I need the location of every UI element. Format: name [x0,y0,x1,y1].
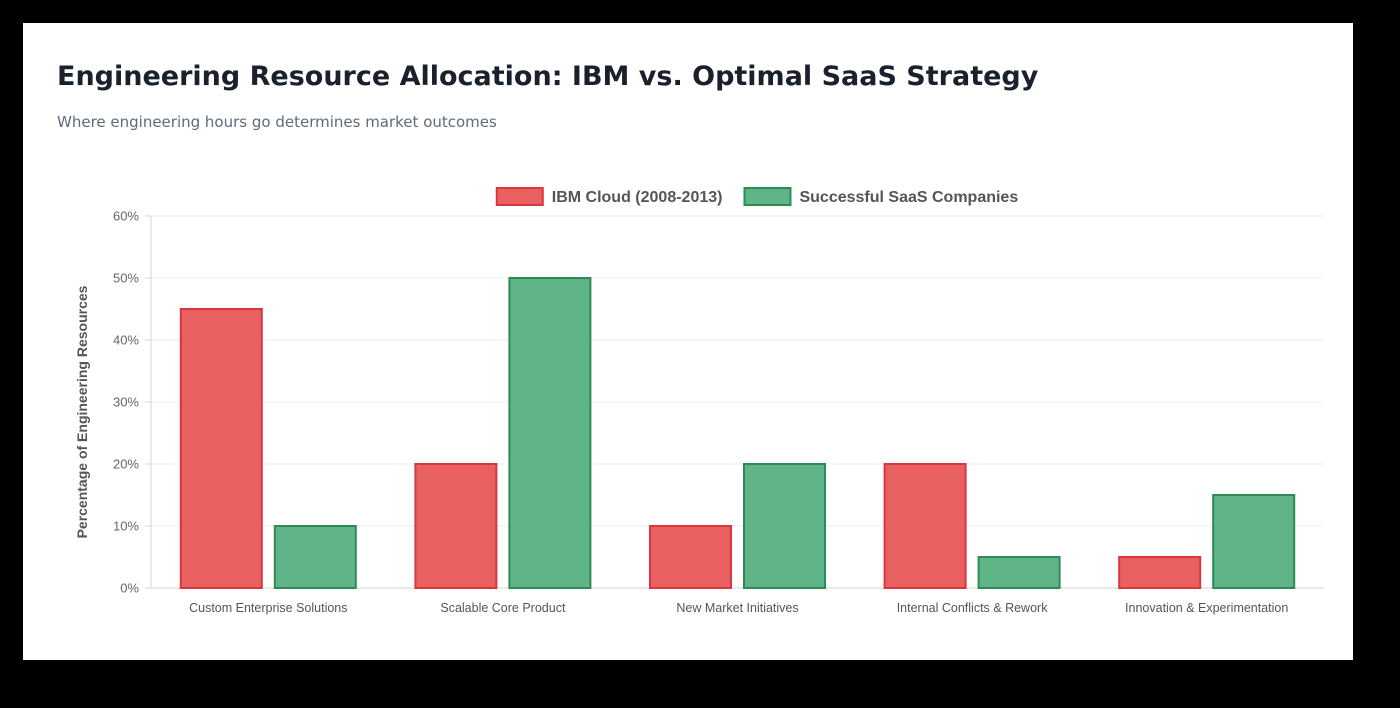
y-tick-label: 0% [120,581,139,596]
legend-label-ibm[interactable]: IBM Cloud (2008-2013) [552,189,723,206]
x-category-label: Scalable Core Product [440,601,566,615]
x-category-label: Custom Enterprise Solutions [189,601,347,615]
page-subtitle: Where engineering hours go determines ma… [57,113,497,131]
x-category-label: Innovation & Experimentation [1125,601,1288,615]
legend-swatch-saas[interactable] [743,187,792,206]
axes: 0% 10% 20% 30% 40% 50% 60% Percentage of Engine… [74,209,1288,616]
bar-ibm[interactable] [179,308,263,589]
bar-saas[interactable] [273,525,357,589]
x-category-label: New Market Initiatives [676,601,798,615]
chart-card: Engineering Resource Allocation: IBM vs.… [23,23,1353,660]
bar-saas[interactable] [743,463,826,589]
y-axis-title: Percentage of Engineering Resources [74,285,90,538]
legend-swatch-ibm[interactable] [495,187,544,206]
bar-ibm[interactable] [414,463,498,589]
bars [179,277,1296,589]
y-tick-label: 40% [113,333,139,348]
legend: IBM Cloud (2008-2013) Successful SaaS Com… [495,187,1018,206]
y-tick-label: 60% [113,209,139,224]
bar-chart: 0% 10% 20% 30% 40% 50% 60% Percentage of Engine… [74,187,1324,616]
bar-ibm[interactable] [883,463,967,589]
page-title: Engineering Resource Allocation: IBM vs.… [57,61,1039,92]
bar-ibm[interactable] [1118,556,1202,589]
legend-label-saas[interactable]: Successful SaaS Companies [799,189,1018,206]
y-tick-label: 30% [113,395,139,410]
bar-saas[interactable] [977,556,1061,589]
x-category-label: Internal Conflicts & Rework [897,601,1049,615]
bar-saas[interactable] [508,277,592,589]
bar-saas[interactable] [1212,494,1296,589]
bar-ibm[interactable] [649,525,732,589]
y-tick-label: 50% [113,271,139,286]
y-tick-label: 10% [113,519,139,534]
y-tick-label: 20% [113,457,139,472]
